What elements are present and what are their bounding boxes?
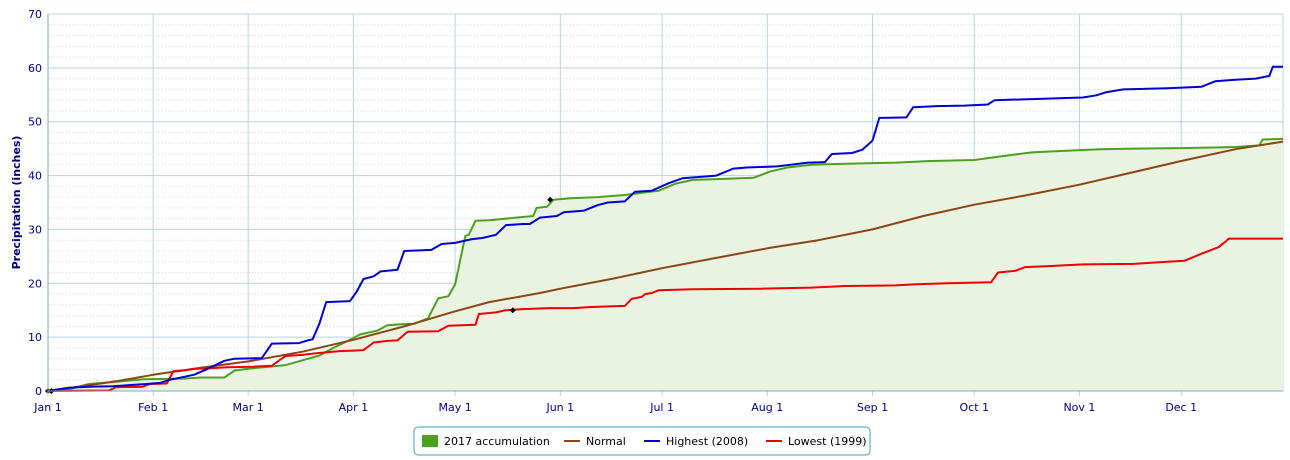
x-tick-label: Mar 1	[233, 401, 264, 414]
data-marker	[547, 196, 554, 203]
series-line-lowest-1999	[47, 237, 1283, 392]
x-tick-label: Apr 1	[339, 401, 369, 414]
series-area-2017-accumulation	[48, 138, 1283, 391]
legend-label-highest-2008[interactable]: Highest (2008)	[666, 435, 748, 448]
y-tick-label: 30	[28, 223, 42, 236]
x-tick-label: Jul 1	[649, 401, 674, 414]
y-axis-title: Precipitation (inches)	[10, 136, 23, 270]
x-tick-label: Nov 1	[1063, 401, 1095, 414]
series-line-2017-accumulation	[47, 137, 1284, 392]
marker-layer	[45, 196, 554, 394]
legend-swatch-2017-accumulation	[422, 435, 438, 447]
y-tick-label: 70	[28, 8, 42, 21]
series-line-highest-2008	[47, 65, 1283, 392]
axes: Precipitation (inches) 0 10 20 30 40 50 60 70 Ja…	[10, 8, 1283, 414]
x-tick-label: May 1	[439, 401, 472, 414]
x-tick-label: Dec 1	[1165, 401, 1197, 414]
x-tick-label: Sep 1	[857, 401, 888, 414]
legend-label-2017-accumulation[interactable]: 2017 accumulation	[444, 435, 550, 448]
x-tick-label: Aug 1	[751, 401, 783, 414]
legend: 2017 accumulation Normal Highest (2008) Low…	[413, 426, 871, 456]
legend-box	[413, 426, 871, 456]
y-tick-label: 20	[28, 277, 42, 290]
y-tick-label: 0	[35, 385, 42, 398]
y-tick-label: 40	[28, 170, 42, 183]
x-tick-label: Oct 1	[959, 401, 989, 414]
y-tick-label: 10	[28, 331, 42, 344]
x-tick-label: Jun 1	[545, 401, 574, 414]
y-tick-label: 50	[28, 116, 42, 129]
series-layer	[47, 65, 1284, 392]
data-marker	[509, 307, 516, 314]
y-tick-label: 60	[28, 62, 42, 75]
x-tick-label: Jan 1	[33, 401, 61, 414]
x-tick-label: Feb 1	[138, 401, 168, 414]
legend-label-normal[interactable]: Normal	[586, 435, 626, 448]
legend-label-lowest-1999[interactable]: Lowest (1999)	[788, 435, 867, 448]
